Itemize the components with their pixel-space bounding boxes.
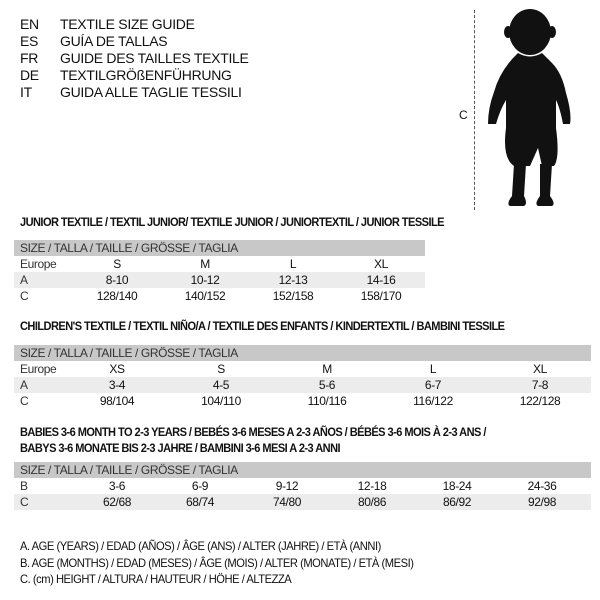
table-header: SIZE / TALLA / TAILLE / GRÖSSE / TAGLIA xyxy=(14,462,591,478)
table-row: C 98/104 104/110 110/116 116/122 122/128 xyxy=(14,393,591,409)
table-header: SIZE / TALLA / TAILLE / GRÖSSE / TAGLIA xyxy=(14,240,425,256)
table-cell: M xyxy=(322,362,332,376)
table-cell: XS xyxy=(109,362,125,376)
table-cell: 10-12 xyxy=(190,273,220,287)
table-row: A 8-10 10-12 12-13 14-16 xyxy=(14,272,425,288)
legend-item: C. (cm) HEIGHT / ALTURA / HAUTEUR / HÖHE… xyxy=(20,572,292,586)
table-row: C 128/140 140/152 152/158 158/170 xyxy=(14,288,425,304)
language-title-text: TEXTILE SIZE GUIDE xyxy=(60,16,195,32)
table-row: B 3-6 6-9 9-12 12-18 18-24 24-36 xyxy=(14,478,591,494)
row-label: Europe xyxy=(20,362,57,376)
table-cell: 5-6 xyxy=(318,378,336,392)
table-cell: 8-10 xyxy=(105,273,129,287)
table-cell: 24-36 xyxy=(527,479,557,493)
table-cell: 122/128 xyxy=(519,394,561,408)
table-cell: 6-9 xyxy=(191,479,209,493)
table-cell: 104/110 xyxy=(201,394,241,408)
height-label: C xyxy=(459,108,468,122)
table-cell: 80/86 xyxy=(357,495,387,509)
row-label: B xyxy=(20,479,28,493)
table-cell: 6-7 xyxy=(424,378,442,392)
table-cell: M xyxy=(200,257,210,271)
table-cell: 62/68 xyxy=(102,495,132,509)
height-dashed-line xyxy=(474,10,475,210)
table-cell: S xyxy=(113,257,121,271)
language-title: IT GUIDA ALLE TAGLIE TESSILI xyxy=(20,84,242,101)
table-row: A 3-4 4-5 5-6 6-7 7-8 xyxy=(14,377,591,393)
table-header: SIZE / TALLA / TAILLE / GRÖSSE / TAGLIA xyxy=(14,345,591,361)
table-cell: 12-18 xyxy=(357,479,387,493)
row-label: A xyxy=(20,378,28,392)
table-cell: 18-24 xyxy=(442,479,472,493)
table-row: C 62/68 68/74 74/80 80/86 86/92 92/98 xyxy=(14,494,591,510)
table-title: BABIES 3-6 MONTH TO 2-3 YEARS / BEBÉS 3-… xyxy=(20,425,486,439)
table-cell: S xyxy=(217,362,225,376)
size-table: SIZE / TALLA / TAILLE / GRÖSSE / TAGLIA E… xyxy=(14,240,425,304)
language-title-text: GUÍA DE TALLAS xyxy=(60,33,168,49)
size-table: SIZE / TALLA / TAILLE / GRÖSSE / TAGLIA B… xyxy=(14,462,591,510)
table-cell: 68/74 xyxy=(185,495,215,509)
table-cell: 140/152 xyxy=(184,289,226,303)
language-code: DE xyxy=(20,67,39,83)
table-cell: 98/104 xyxy=(99,394,135,408)
table-cell: 152/158 xyxy=(272,289,314,303)
table-cell: 3-6 xyxy=(108,479,126,493)
language-code: ES xyxy=(20,33,39,49)
table-cell: 116/122 xyxy=(413,394,453,408)
table-title: JUNIOR TEXTILE / TEXTIL JUNIOR/ TEXTILE … xyxy=(20,215,445,229)
language-title: DE TEXTILGRÖßENFÜHRUNG xyxy=(20,67,232,84)
table-row: Europe XS S M L XL xyxy=(14,361,591,377)
table-cell: 9-12 xyxy=(275,479,299,493)
table-cell: L xyxy=(289,257,297,271)
table-cell: 86/92 xyxy=(442,495,472,509)
table-row: Europe S M L XL xyxy=(14,256,425,272)
table-cell: XL xyxy=(374,257,388,271)
table-cell: 158/170 xyxy=(360,289,402,303)
table-cell: 12-13 xyxy=(278,273,308,287)
language-title: ES GUÍA DE TALLAS xyxy=(20,33,168,50)
table-cell: 7-8 xyxy=(531,378,549,392)
row-label: C xyxy=(20,495,29,509)
table-cell: 128/140 xyxy=(96,289,138,303)
table-cell: L xyxy=(429,362,437,376)
language-title: FR GUIDE DES TAILLES TEXTILE xyxy=(20,50,249,67)
row-label: Europe xyxy=(20,257,57,271)
table-cell: 4-5 xyxy=(212,378,230,392)
row-label: A xyxy=(20,273,28,287)
legend-item: A. AGE (YEARS) / EDAD (AÑOS) / ÂGE (ANS)… xyxy=(20,539,381,553)
language-code: FR xyxy=(20,50,39,66)
row-label: C xyxy=(20,394,29,408)
table-cell: XL xyxy=(533,362,547,376)
table-cell: 14-16 xyxy=(366,273,396,287)
language-title-text: TEXTILGRÖßENFÜHRUNG xyxy=(60,67,232,83)
language-title-text: GUIDE DES TAILLES TEXTILE xyxy=(60,50,249,66)
table-cell: 74/80 xyxy=(272,495,302,509)
table-title: CHILDREN'S TEXTILE / TEXTIL NIÑO/A / TEX… xyxy=(20,319,505,333)
size-table: SIZE / TALLA / TAILLE / GRÖSSE / TAGLIA E… xyxy=(14,345,591,409)
row-label: C xyxy=(20,289,29,303)
table-cell: 92/98 xyxy=(527,495,557,509)
table-title: BABYS 3-6 MONATE BIS 2-3 JAHRE / BAMBINI… xyxy=(20,441,341,455)
table-cell: 110/116 xyxy=(307,394,347,408)
legend-item: B. AGE (MONTHS) / EDAD (MESES) / ÂGE (MO… xyxy=(20,555,414,570)
language-code: EN xyxy=(20,16,39,32)
language-title-text: GUIDA ALLE TAGLIE TESSILI xyxy=(60,84,242,100)
language-code: IT xyxy=(20,84,32,100)
table-cell: 3-4 xyxy=(108,378,126,392)
language-title: EN TEXTILE SIZE GUIDE xyxy=(20,16,195,33)
baby-silhouette-icon xyxy=(488,9,571,206)
